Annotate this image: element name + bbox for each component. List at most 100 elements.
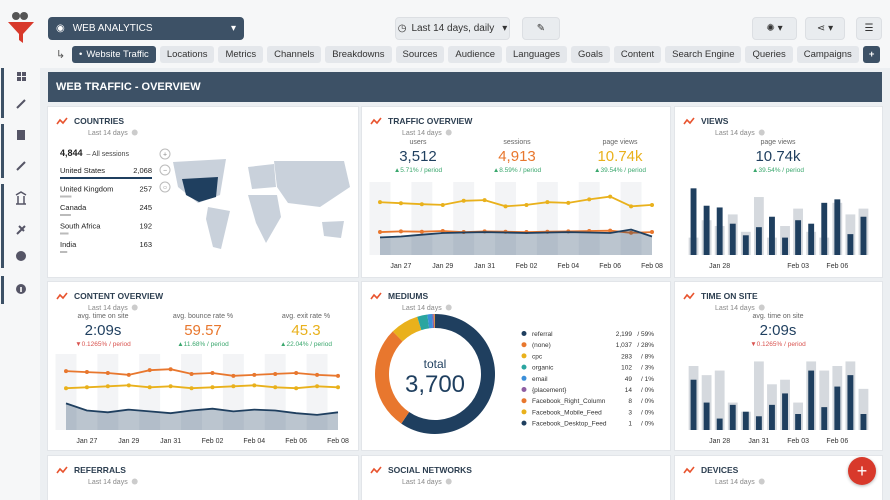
tab-bar: Website TrafficLocationsMetricsChannelsB… <box>72 46 881 63</box>
point <box>378 230 382 235</box>
tab[interactable]: Queries <box>745 46 793 63</box>
widget-card: SOCIAL NETWORKS Last 14 days <box>362 456 670 500</box>
metric-change: ▼0.1265% / period <box>75 341 131 348</box>
tab[interactable]: Goals <box>571 46 610 63</box>
point <box>105 384 110 389</box>
point <box>315 372 320 377</box>
legend-count: 3 <box>628 409 632 416</box>
point <box>629 230 634 235</box>
tab[interactable]: Website Traffic <box>72 46 156 63</box>
tab[interactable]: Locations <box>159 46 215 63</box>
day-band <box>536 182 558 255</box>
line <box>65 368 339 377</box>
widget-title: TIME ON SITE <box>701 291 758 301</box>
map-region <box>248 195 281 243</box>
add-tab-button[interactable]: + <box>862 46 881 63</box>
metric-value: 59.57 <box>184 322 222 339</box>
point <box>503 204 508 209</box>
point <box>84 370 89 375</box>
bar <box>795 220 802 255</box>
x-tick-label: Jan 29 <box>118 438 139 445</box>
bar <box>858 388 869 430</box>
menu-button[interactable]: ☰ <box>856 17 882 40</box>
country-name: India <box>60 240 77 249</box>
point <box>608 194 613 199</box>
x-tick-label: Jan 31 <box>748 438 769 445</box>
line <box>379 195 653 208</box>
point <box>105 371 110 375</box>
bar <box>701 375 712 430</box>
x-tick-label: Feb 04 <box>557 263 579 270</box>
country-name: United States <box>60 166 105 175</box>
point <box>294 371 299 375</box>
widget-icon <box>370 117 382 125</box>
point <box>336 385 340 390</box>
bar <box>847 375 854 430</box>
point <box>64 386 68 391</box>
metric-value: 4,913 <box>498 148 536 165</box>
add-widget-button[interactable]: + <box>848 457 876 485</box>
share-button[interactable]: ⋖ ▾ <box>805 17 845 40</box>
map-zoom-icon: ○ <box>163 185 167 192</box>
tab[interactable]: Campaigns <box>796 46 859 63</box>
bar <box>690 188 697 255</box>
widget-title: MEDIUMS <box>388 291 428 301</box>
section-header: WEB TRAFFIC - OVERVIEW <box>48 72 882 102</box>
tab[interactable]: Metrics <box>218 46 264 63</box>
point <box>629 204 634 209</box>
widget-icon <box>370 292 382 300</box>
widget-card: COUNTRIES Last 14 days 4,844 – All sessions… <box>48 107 358 277</box>
site-selector[interactable]: ◉ WEB ANALYTICS ▾ <box>48 17 244 40</box>
widget-body: DEVICES Last 14 days <box>683 465 765 486</box>
widget-title: SOCIAL NETWORKS <box>388 465 472 475</box>
tab[interactable]: Search Engine <box>665 46 742 63</box>
donut-slice <box>392 316 422 342</box>
bar <box>716 207 723 255</box>
legend-dot <box>521 420 527 426</box>
tab-indent-icon: ↳ <box>56 49 66 61</box>
bar <box>782 237 788 255</box>
metric-change: ▼0.1265% / period <box>750 341 806 348</box>
tab[interactable]: Content <box>613 46 662 63</box>
country-bar <box>60 195 72 198</box>
info-dot <box>445 478 452 485</box>
legend-count: 8 <box>628 398 632 405</box>
country-sessions: 163 <box>139 240 152 249</box>
tab[interactable]: Languages <box>506 46 568 63</box>
bar <box>834 199 841 255</box>
tab[interactable]: Audience <box>448 46 503 63</box>
x-tick-label: Feb 02 <box>516 263 538 270</box>
theme-button[interactable]: ✺ ▾ <box>752 17 797 40</box>
map-zoom-button[interactable] <box>159 148 171 160</box>
country-sessions: 245 <box>139 203 152 212</box>
metric-change: ▲8.59% / period <box>493 167 542 174</box>
legend-name: (none) <box>532 342 551 349</box>
tab[interactable]: Channels <box>267 46 322 63</box>
point <box>398 229 403 234</box>
donut-slice <box>433 314 435 329</box>
map-zoom-button[interactable] <box>159 181 171 193</box>
map-zoom-button[interactable] <box>159 164 171 176</box>
plugin-button[interactable]: ✎ <box>522 17 560 40</box>
legend-name: {placement} <box>532 387 567 394</box>
line <box>65 402 339 416</box>
legend-count: 1,037 <box>616 342 633 349</box>
point <box>650 202 654 207</box>
legend-name: organic <box>532 365 554 372</box>
point <box>524 202 529 207</box>
tab[interactable]: Sources <box>395 46 445 63</box>
tab[interactable]: Breakdowns <box>325 46 392 63</box>
widget-card: MEDIUMS Last 14 days referral 2,199 / 59% (no… <box>362 282 670 450</box>
map-region-highlight <box>182 177 218 202</box>
date-range-selector[interactable]: ◷ Last 14 days, daily ▾ <box>395 17 510 40</box>
info-dot <box>758 478 765 485</box>
metric-label: users <box>409 139 427 146</box>
widget-card: TRAFFIC OVERVIEW Last 14 days users 3,512 ▲5… <box>362 107 670 277</box>
globe-icon: ◉ <box>56 23 65 34</box>
legend-dot <box>521 398 527 404</box>
country-bar <box>60 214 71 216</box>
metric-value: 2:09s <box>85 322 122 339</box>
point <box>378 200 382 205</box>
donut-slice <box>432 314 435 329</box>
